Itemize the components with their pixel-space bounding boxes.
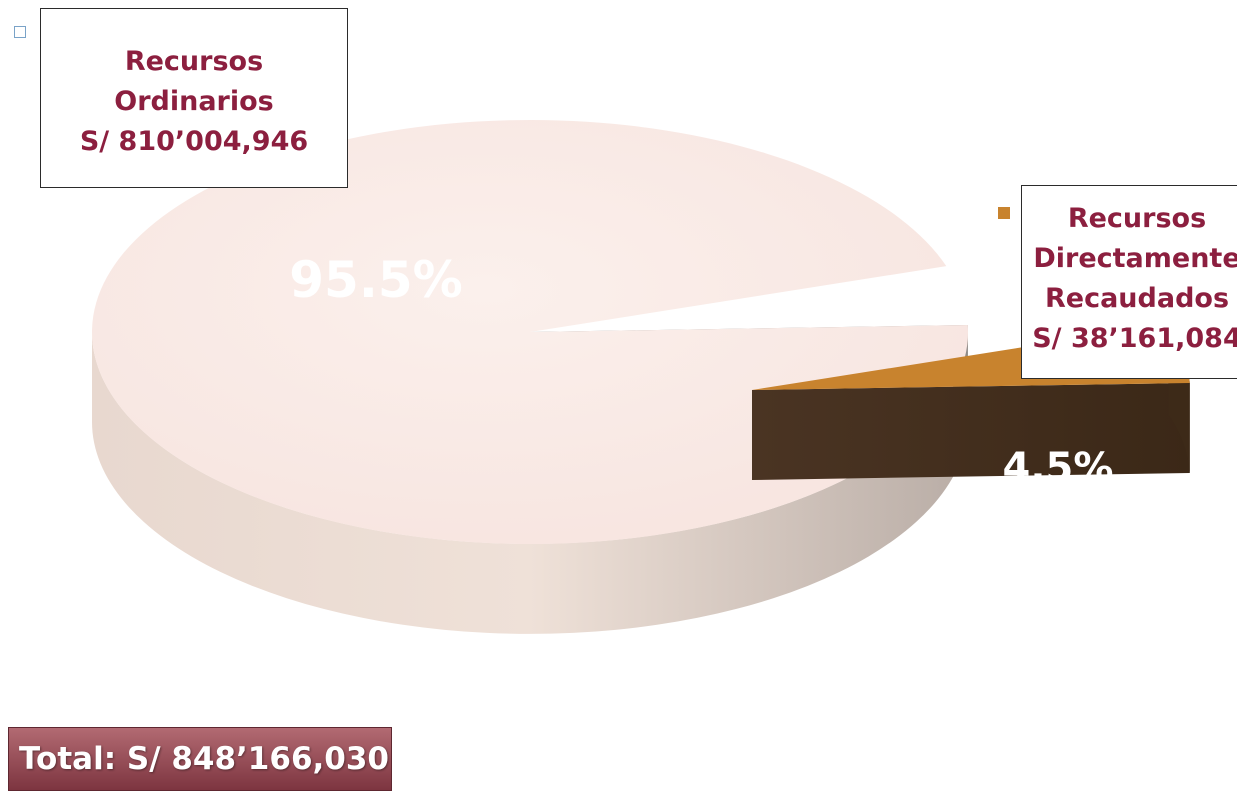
- legend-label-line: Recursos: [124, 46, 264, 77]
- pie-cut-face-recursos-directamente-recaudados: [752, 382, 1190, 480]
- legend-swatch-recursos-directamente-recaudados: [998, 207, 1010, 219]
- legend-label-line: Ordinarios: [114, 86, 274, 117]
- pie-side-wall-recursos-ordinarios: [92, 332, 968, 634]
- legend-swatch-recursos-ordinarios: [14, 26, 26, 38]
- legend-label-line: Directamente: [1033, 243, 1237, 274]
- legend-amount: S/ 38’161,084: [1032, 323, 1237, 354]
- data-label-recursos-ordinarios: 95.5%: [289, 251, 462, 309]
- legend-amount: S/ 810’004,946: [79, 126, 309, 157]
- pie-slice-recursos-ordinarios: [91, 120, 968, 545]
- legend-box-recursos-ordinarios: Recursos Ordinarios S/ 810’004,946: [40, 8, 348, 188]
- legend-box-recursos-directamente-recaudados: Recursos Directamente Recaudados S/ 38’1…: [1021, 185, 1237, 379]
- data-label-recursos-directamente-recaudados: 4.5%: [1003, 445, 1114, 491]
- legend-label-line: Recursos: [1067, 203, 1207, 234]
- legend-label-line: Recaudados: [1044, 283, 1230, 314]
- total-badge: Total: S/ 848’166,030: [8, 727, 392, 791]
